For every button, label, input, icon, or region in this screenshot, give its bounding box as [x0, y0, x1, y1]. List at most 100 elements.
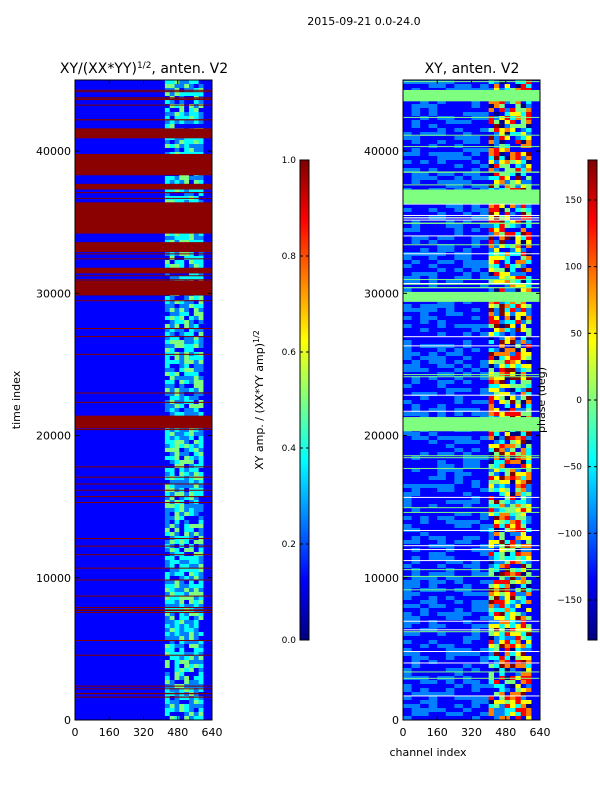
- heatmap-cell: [203, 124, 212, 129]
- heatmap-cell: [174, 512, 180, 517]
- heatmap-cell: [75, 328, 85, 333]
- heatmap-cell: [445, 236, 455, 241]
- heatmap-cell: [198, 148, 205, 153]
- heatmap-cell: [184, 456, 190, 461]
- heatmap-cell: [499, 164, 506, 169]
- heatmap-cell: [493, 104, 500, 109]
- heatmap-cell: [128, 468, 139, 473]
- heatmap-cell: [193, 440, 200, 445]
- heatmap-cell: [146, 356, 157, 361]
- heatmap-cell: [174, 476, 180, 481]
- heatmap-cell: [146, 188, 157, 193]
- heatmap-cell: [119, 436, 130, 441]
- heatmap-cell: [164, 664, 171, 669]
- heatmap-cell: [520, 152, 527, 157]
- heatmap-cell: [488, 184, 495, 189]
- heatmap-cell: [119, 508, 130, 513]
- heatmap-cell: [188, 120, 195, 125]
- heatmap-cell: [403, 140, 413, 145]
- heatmap-cell: [454, 332, 464, 337]
- heatmap-cell: [480, 184, 490, 189]
- heatmap-cell: [188, 104, 195, 109]
- heatmap-cell: [137, 508, 148, 513]
- heatmap-cell: [164, 596, 171, 601]
- heatmap-cell: [454, 328, 464, 333]
- heatmap-cell: [203, 344, 212, 349]
- heatmap-cell: [445, 288, 455, 293]
- heatmap-cell: [488, 152, 495, 157]
- heatmap-cell: [428, 336, 438, 341]
- heatmap-cell: [83, 324, 94, 329]
- heatmap-cell: [428, 232, 438, 237]
- heatmap-cell: [128, 568, 139, 573]
- heatmap-cell: [403, 116, 413, 121]
- heatmap-cell: [75, 528, 85, 533]
- heatmap-cell: [128, 708, 139, 713]
- heatmap-cell: [454, 84, 464, 89]
- heatmap-cell: [119, 620, 130, 625]
- heatmap-cell: [75, 256, 85, 261]
- heatmap-cell: [504, 240, 511, 245]
- heatmap-cell: [174, 256, 180, 261]
- heatmap-cell: [101, 348, 112, 353]
- heatmap-cell: [411, 140, 421, 145]
- heatmap-cell: [155, 320, 166, 325]
- heatmap-cell: [504, 460, 511, 465]
- heatmap-cell: [437, 392, 447, 397]
- heatmap-cell: [411, 124, 421, 129]
- heatmap-cell: [174, 480, 180, 485]
- heatmap-cell: [128, 504, 139, 509]
- heatmap-cell: [188, 112, 195, 117]
- heatmap-cell: [92, 328, 103, 333]
- heatmap-cell: [520, 392, 527, 397]
- heatmap-cell: [92, 572, 103, 577]
- heatmap-cell: [179, 564, 185, 569]
- heatmap-cell: [454, 312, 464, 317]
- heatmap-cell: [471, 268, 481, 273]
- heatmap-cell: [411, 288, 421, 293]
- heatmap-cell: [428, 444, 438, 449]
- heatmap-cell: [420, 408, 430, 413]
- heatmap-cell: [83, 448, 94, 453]
- heatmap-cell: [155, 712, 166, 717]
- heatmap-cell: [471, 208, 481, 213]
- heatmap-cell: [515, 316, 522, 321]
- heatmap-cell: [198, 696, 205, 701]
- heatmap-cell: [515, 208, 522, 213]
- heatmap-cell: [203, 708, 212, 713]
- heatmap-cell: [83, 376, 94, 381]
- heatmap-cell: [445, 384, 455, 389]
- heatmap-cell: [480, 84, 490, 89]
- heatmap-cell: [428, 224, 438, 229]
- heatmap-cell: [510, 348, 516, 353]
- heatmap-cell: [198, 272, 205, 277]
- heatmap-cell: [174, 664, 180, 669]
- heatmap-cell: [499, 460, 506, 465]
- heatmap-cell: [445, 284, 455, 289]
- heatmap-cell: [164, 676, 171, 681]
- heatmap-cell: [137, 408, 148, 413]
- heatmap-cell: [203, 396, 212, 401]
- heatmap-cell: [164, 464, 171, 469]
- heatmap-cell: [403, 368, 413, 373]
- heatmap-cell: [403, 300, 413, 305]
- heatmap-cell: [75, 664, 85, 669]
- heatmap-cell: [169, 452, 176, 457]
- heatmap-cell: [174, 344, 180, 349]
- heatmap-cell: [203, 144, 212, 149]
- heatmap-cell: [179, 512, 185, 517]
- heatmap-cell: [520, 136, 527, 141]
- heatmap-cell: [75, 548, 85, 553]
- heatmap-cell: [411, 104, 421, 109]
- heatmap-cell: [428, 264, 438, 269]
- heatmap-cell: [480, 160, 490, 165]
- heatmap-cell: [462, 116, 473, 121]
- heatmap-cell: [445, 388, 455, 393]
- heatmap-cell: [203, 676, 212, 681]
- heatmap-cell: [174, 696, 180, 701]
- heatmap-cell: [83, 464, 94, 469]
- heatmap-cell: [188, 704, 195, 709]
- heatmap-cell: [75, 480, 85, 485]
- heatmap-cell: [110, 324, 121, 329]
- heatmap-cell: [188, 260, 195, 265]
